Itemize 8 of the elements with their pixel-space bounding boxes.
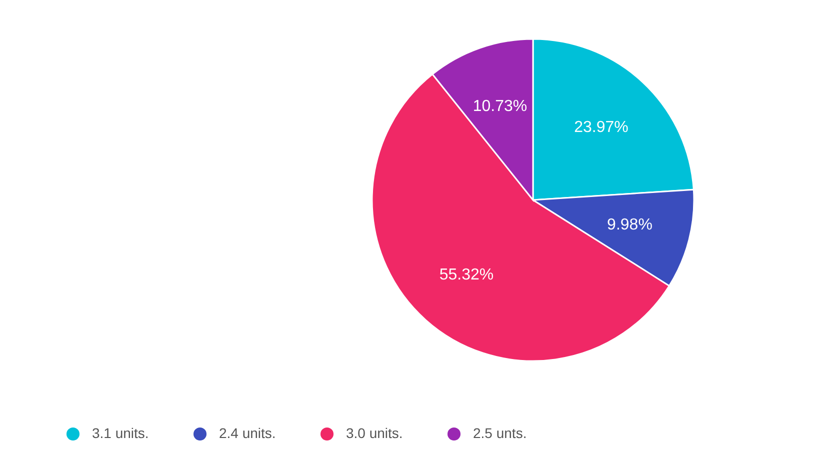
data-label: 55.32% [439, 266, 494, 284]
legend-label: 3.1 units. [92, 425, 149, 441]
data-label: 9.98% [607, 216, 652, 234]
legend-label: 3.0 units. [346, 425, 403, 441]
data-label: 10.73% [472, 98, 528, 115]
legend-label: 2.5 unts. [473, 425, 527, 441]
legend-label: 2.4 units. [219, 425, 276, 441]
data-label: 23.97% [574, 119, 628, 136]
